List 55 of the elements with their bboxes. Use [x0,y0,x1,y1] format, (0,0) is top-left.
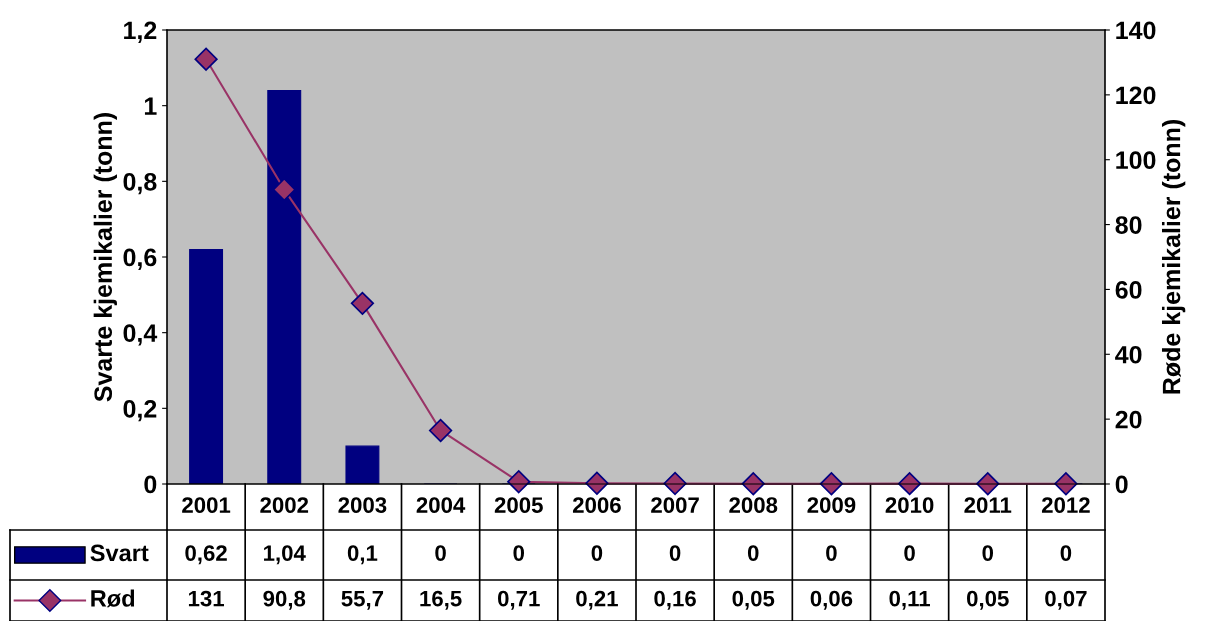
x-tick-label: 2012 [1041,497,1090,513]
x-tick-label: 2009 [807,497,856,513]
y-tick-label: 1 [144,97,157,115]
y2-tick-label: 80 [1115,216,1142,234]
x-tick-label: 2008 [729,497,778,513]
data-label: 0 [747,545,759,561]
data-label: 0,71 [498,590,540,610]
data-label: 0 [982,545,994,561]
x-tick-label: 2005 [494,497,543,513]
y2-tick-label: 140 [1116,21,1156,40]
legend-label: Rød [91,589,135,608]
y-tick-label: 0,4 [123,324,158,346]
data-label: 131 [188,590,224,607]
data-label: 0 [669,545,681,561]
y2-tick-label: 20 [1115,410,1142,429]
y-tick-label: 0,6 [123,248,157,270]
x-tick-label: 2002 [260,497,309,513]
data-label: 1,04 [264,545,306,565]
y2-tick-label: 0 [1115,475,1128,494]
data-label: 90,8 [263,590,306,610]
x-tick-label: 2006 [572,497,621,513]
data-label: 0,07 [1045,590,1087,610]
y2-tick-label: 40 [1115,345,1142,364]
data-label: 0,16 [654,590,696,610]
x-tick-label: 2010 [885,497,934,513]
data-label: 0,06 [810,590,853,610]
data-label: 0,05 [732,590,775,610]
y2-tick-label: 100 [1116,151,1156,170]
y-tick-label: 0,8 [123,172,157,195]
data-label: 0 [513,545,525,561]
y2-tick-label: 60 [1115,281,1142,299]
data-label: 0 [904,545,915,561]
x-tick-label: 2011 [964,497,1012,513]
x-tick-label: 2004 [416,497,466,513]
y-tick-label: 1,2 [124,21,157,43]
data-label: 0 [826,545,837,561]
data-label: 0,05 [967,590,1009,610]
data-label: 16,5 [420,590,462,610]
data-label: 0 [1060,545,1072,561]
y2-axis-title: Røde kjemikalier (tonn) [1161,120,1186,394]
y-axis-title: Svarte kjemikalier (tonn) [93,113,117,402]
x-tick-label: 2003 [338,497,387,513]
legend-label: Svart [90,544,149,562]
y-tick-label: 0 [144,475,157,494]
data-label: 0,11 [889,590,930,610]
data-label: 0,1 [347,545,378,565]
x-tick-label: 2007 [651,497,699,513]
data-label: 0,21 [576,590,618,610]
data-label: 55,7 [341,590,384,610]
x-tick-label: 2001 [182,497,231,513]
data-label: 0,62 [185,545,227,565]
data-label: 0 [435,545,446,561]
y-tick-label: 0,2 [123,399,157,422]
data-label: 0 [591,545,603,561]
y2-tick-label: 120 [1116,86,1156,105]
